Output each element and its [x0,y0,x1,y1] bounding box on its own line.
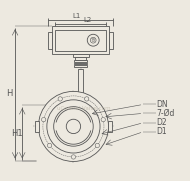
Bar [35,121,39,132]
Bar [74,60,87,62]
Text: 7-Ød: 7-Ød [156,109,174,118]
Bar [52,26,109,54]
Circle shape [47,100,100,153]
Circle shape [87,34,99,46]
Text: L1: L1 [73,12,81,19]
Circle shape [85,97,89,101]
Circle shape [58,97,62,101]
Circle shape [101,117,105,122]
Text: L2: L2 [84,17,92,23]
Bar [74,65,87,67]
Text: H: H [6,89,13,98]
Bar [73,54,89,57]
Text: DN: DN [156,100,168,109]
Text: uControl Valve.com: uControl Valve.com [57,106,111,111]
Bar [78,69,83,105]
Circle shape [71,155,76,159]
Text: H1: H1 [11,129,22,138]
Circle shape [90,37,96,43]
Circle shape [66,119,81,134]
Bar [48,32,52,49]
Circle shape [38,91,108,161]
Circle shape [42,117,46,122]
Bar [108,121,112,132]
Circle shape [54,107,93,146]
Bar [55,30,106,51]
Bar [74,63,87,64]
Text: D1: D1 [156,127,167,136]
Bar [75,57,86,60]
Bar [109,32,113,49]
Circle shape [95,143,100,148]
Circle shape [48,143,52,148]
Text: D2: D2 [156,118,167,127]
